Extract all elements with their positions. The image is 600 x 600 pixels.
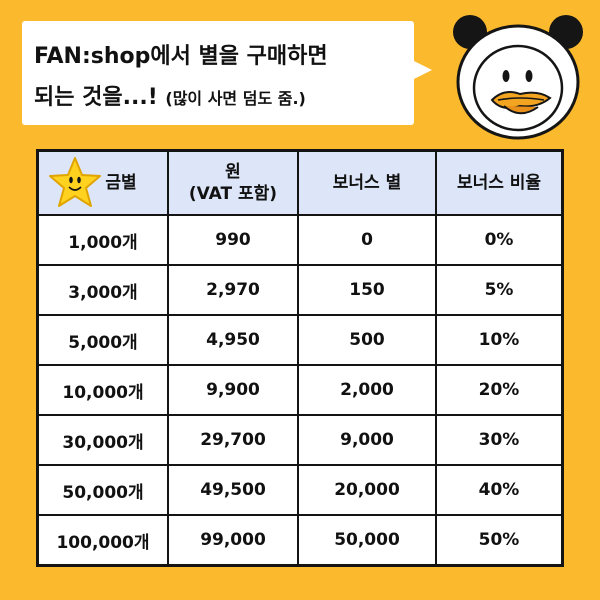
cell-bonus: 150 <box>299 266 437 316</box>
header-col2-line2: (VAT 포함) <box>188 184 278 204</box>
table-row: 3,000개 2,970 150 5% <box>39 266 561 316</box>
cell-stars: 3,000개 <box>39 266 169 316</box>
header-col1-label: 금별 <box>105 173 137 193</box>
header-gold-star: 금별 <box>39 152 169 216</box>
speech-bubble: FAN:shop에서 별을 구매하면 되는 것을...! (많이 사면 덤도 줌… <box>22 21 414 125</box>
cell-stars: 50,000개 <box>39 466 169 516</box>
header-col2-line1: 원 <box>225 162 241 182</box>
table-row: 30,000개 29,700 9,000 30% <box>39 416 561 466</box>
cell-price: 9,900 <box>169 366 299 416</box>
cell-bonus: 20,000 <box>299 466 437 516</box>
cell-price: 99,000 <box>169 516 299 564</box>
cell-bonus: 0 <box>299 216 437 266</box>
bubble-line-1: FAN:shop에서 별을 구매하면 <box>34 44 328 69</box>
header-bonus-star: 보너스 별 <box>299 152 437 216</box>
table-row: 1,000개 990 0 0% <box>39 216 561 266</box>
cell-bonus: 2,000 <box>299 366 437 416</box>
bubble-line-2-main: 되는 것을...! <box>34 85 166 110</box>
cell-price: 2,970 <box>169 266 299 316</box>
cell-bonus: 9,000 <box>299 416 437 466</box>
table-row: 50,000개 49,500 20,000 40% <box>39 466 561 516</box>
gold-star-icon <box>49 157 101 207</box>
cell-ratio: 0% <box>437 216 561 266</box>
cell-bonus: 500 <box>299 316 437 366</box>
cell-price: 990 <box>169 216 299 266</box>
cell-ratio: 50% <box>478 530 520 550</box>
table-row: 10,000개 9,900 2,000 20% <box>39 366 561 416</box>
cell-stars: 1,000개 <box>39 216 169 266</box>
cell-stars: 30,000개 <box>39 416 169 466</box>
table-row: 100,000개 99,000 50,000 50% <box>39 516 561 564</box>
bubble-line-2-note: (많이 사면 덤도 줌.) <box>165 89 306 108</box>
star-price-table: 금별 원 (VAT 포함) 보너스 별 보너스 비율 1,000개 990 0 … <box>36 149 564 567</box>
table-header-row: 금별 원 (VAT 포함) 보너스 별 보너스 비율 <box>39 152 561 216</box>
cell-bonus: 50,000 <box>299 516 437 564</box>
speech-bubble-tail <box>412 60 432 80</box>
cell-price: 4,950 <box>169 316 299 366</box>
cell-ratio: 20% <box>437 366 561 416</box>
header-price: 원 (VAT 포함) <box>169 152 299 216</box>
cell-ratio: 30% <box>437 416 561 466</box>
table-row: 5,000개 4,950 500 10% <box>39 316 561 366</box>
duck-panda-mascot-icon <box>453 15 583 140</box>
header-bonus-ratio: 보너스 비율 <box>437 152 561 216</box>
cell-price: 49,500 <box>169 466 299 516</box>
bubble-line-2: 되는 것을...! (많이 사면 덤도 줌.) <box>34 79 306 111</box>
cell-price: 29,700 <box>169 416 299 466</box>
cell-stars: 100,000개 <box>39 516 169 564</box>
cell-stars: 10,000개 <box>39 366 169 416</box>
cell-ratio: 5% <box>437 266 561 316</box>
cell-ratio: 10% <box>437 316 561 366</box>
cell-stars: 5,000개 <box>39 316 169 366</box>
cell-ratio: 40% <box>437 466 561 516</box>
